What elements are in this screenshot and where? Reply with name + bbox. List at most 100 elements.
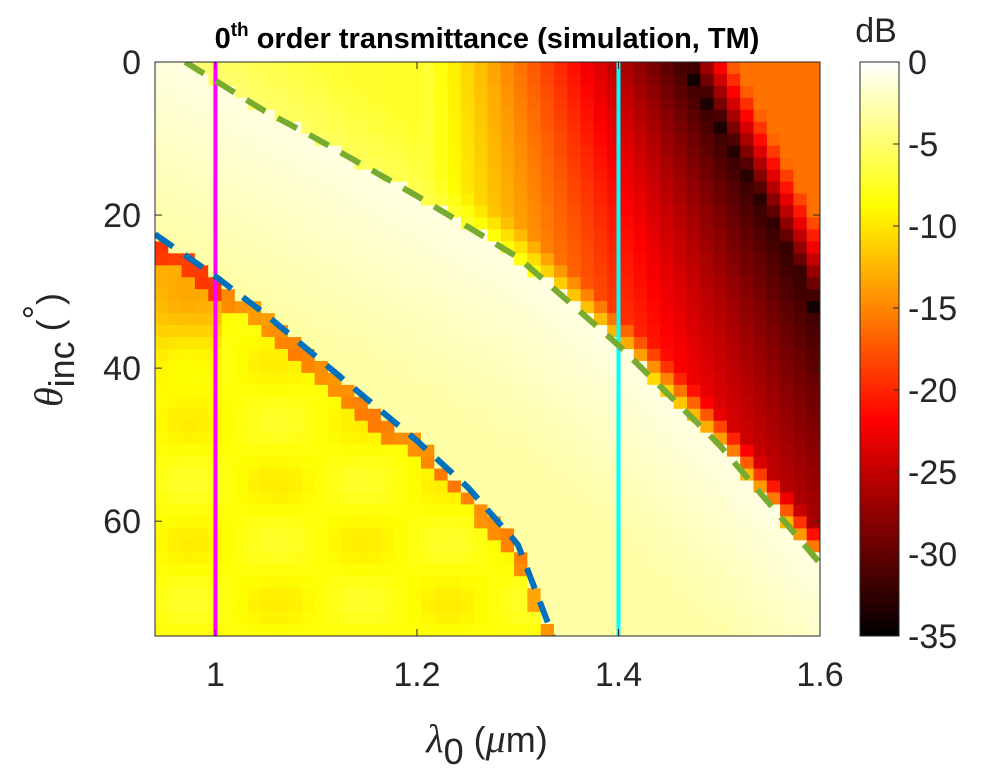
heatmap-cell: [527, 62, 542, 75]
heatmap-cell: [301, 85, 316, 99]
heatmap-cell: [434, 564, 449, 577]
x-tick-label: 1.2: [393, 656, 440, 694]
heatmap-cell: [168, 408, 183, 422]
heatmap-cell: [274, 337, 289, 350]
heatmap-cell: [327, 241, 342, 254]
heatmap-cell: [726, 97, 741, 111]
heatmap-cell: [487, 480, 502, 494]
heatmap-cell: [713, 492, 728, 506]
heatmap-cell: [487, 193, 502, 207]
heatmap-cell: [620, 217, 635, 231]
heatmap-cell: [713, 73, 728, 87]
heatmap-cell: [274, 145, 289, 159]
overlay-lines: [155, 62, 820, 636]
heatmap-cell: [793, 444, 808, 458]
heatmap-cell: [248, 432, 262, 446]
heatmap-cell: [740, 552, 755, 565]
heatmap-cell: [341, 384, 356, 398]
heatmap-cell: [367, 181, 382, 195]
heatmap-cell: [367, 384, 382, 398]
heatmap-cell: [620, 289, 635, 302]
heatmap-cell: [726, 444, 741, 458]
heatmap-cell: [780, 612, 794, 625]
heatmap-cell: [514, 217, 528, 231]
heatmap-cell: [793, 588, 808, 601]
heatmap-cell: [540, 229, 555, 242]
heatmap-cell: [753, 360, 768, 374]
heatmap-cell: [687, 62, 701, 75]
heatmap-cell: [713, 97, 728, 111]
heatmap-cell: [567, 241, 582, 254]
heatmap-cell: [274, 624, 289, 636]
heatmap-cell: [394, 145, 409, 159]
heatmap-cell: [633, 289, 648, 302]
heatmap-cell: [633, 420, 648, 434]
heatmap-cell: [753, 396, 768, 410]
heatmap-cell: [181, 265, 196, 278]
heatmap-cell: [314, 456, 329, 470]
heatmap-cell: [381, 492, 395, 506]
heatmap-cell: [713, 588, 728, 601]
heatmap-cell: [354, 277, 369, 290]
heatmap-cell: [540, 253, 555, 266]
heatmap-cell: [806, 109, 820, 123]
heatmap-cell: [554, 588, 568, 601]
heatmap-cell: [540, 372, 555, 386]
heatmap-cell: [660, 229, 675, 242]
heatmap-cell: [647, 492, 661, 506]
heatmap-cell: [673, 564, 688, 577]
heatmap-cell: [726, 360, 741, 374]
heatmap-cell: [687, 492, 701, 506]
heatmap-cell: [460, 265, 475, 278]
heatmap-cell: [168, 121, 183, 135]
heatmap-cell: [421, 97, 435, 111]
heatmap-cell: [753, 624, 768, 636]
heatmap-cell: [633, 432, 648, 446]
heatmap-cell: [367, 408, 382, 422]
heatmap-cell: [620, 181, 635, 195]
heatmap-cell: [248, 360, 262, 374]
heatmap-cell: [460, 337, 475, 350]
heatmap-cell: [726, 73, 741, 87]
heatmap-cell: [288, 301, 302, 314]
heatmap-cell: [673, 396, 688, 410]
heatmap-cell: [234, 73, 249, 87]
heatmap-cell: [474, 444, 489, 458]
heatmap-cell: [314, 564, 329, 577]
heatmap-cell: [514, 600, 528, 613]
heatmap-cell: [647, 540, 661, 553]
heatmap-cell: [394, 289, 409, 302]
heatmap-cell: [234, 564, 249, 577]
heatmap-cell: [301, 157, 316, 171]
heatmap-cell: [540, 552, 555, 565]
heatmap-cell: [248, 396, 262, 410]
heatmap-cell: [740, 396, 755, 410]
heatmap-cell: [221, 313, 236, 326]
heatmap-cell: [593, 564, 608, 577]
heatmap-cell: [647, 157, 661, 171]
heatmap-cell: [726, 85, 741, 99]
heatmap-cell: [460, 253, 475, 266]
heatmap-cell: [780, 265, 794, 278]
heatmap-cell: [274, 384, 289, 398]
heatmap-cell: [527, 97, 542, 111]
heatmap-cell: [500, 432, 515, 446]
heatmap-cell: [793, 504, 808, 518]
heatmap-cell: [740, 492, 755, 506]
heatmap-cell: [487, 576, 502, 589]
heatmap-cell: [500, 552, 515, 565]
heatmap-cell: [527, 612, 542, 625]
heatmap-cell: [288, 588, 302, 601]
heatmap-cell: [407, 97, 422, 111]
heatmap-cell: [421, 492, 435, 506]
heatmap-cell: [261, 121, 276, 135]
heatmap-cell: [274, 181, 289, 195]
heatmap-cell: [327, 612, 342, 625]
heatmap-cell: [407, 313, 422, 326]
heatmap-cell: [261, 480, 276, 494]
heatmap-cell: [301, 360, 316, 374]
heatmap-cell: [580, 576, 595, 589]
heatmap-cell: [554, 492, 568, 506]
heatmap-cell: [487, 349, 502, 362]
heatmap-cell: [155, 253, 169, 266]
